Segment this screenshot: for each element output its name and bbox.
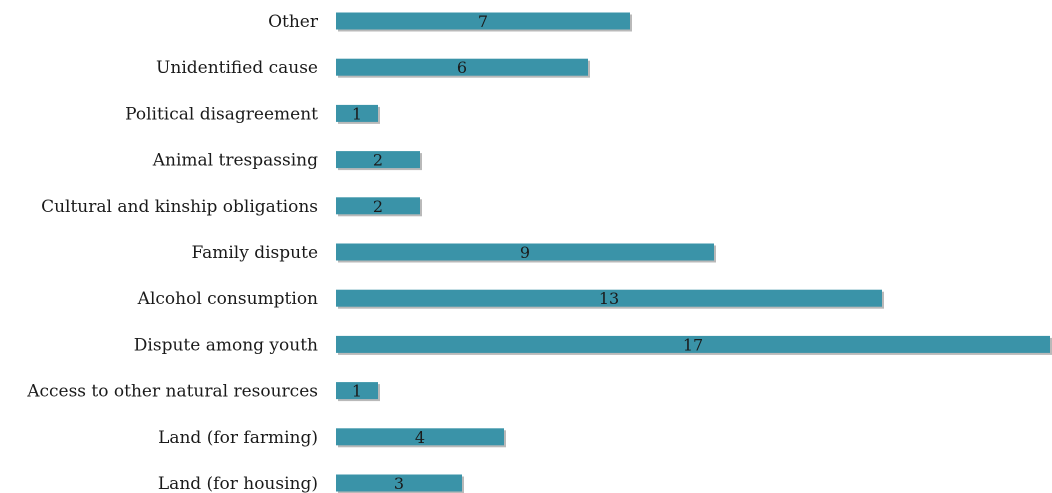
bar-value-label: 7: [478, 12, 488, 31]
bar: [336, 151, 420, 169]
category-label: Other: [268, 12, 319, 32]
bar-value-label: 1: [352, 104, 362, 123]
bar-value-label: 6: [457, 58, 467, 77]
bar: [336, 382, 378, 400]
category-label: Animal trespassing: [152, 151, 318, 171]
bar: [336, 474, 462, 492]
bar-value-label: 13: [599, 289, 619, 308]
bar: [336, 428, 504, 446]
category-label: Land (for housing): [158, 474, 318, 493]
bar: [336, 104, 378, 122]
category-label: Land (for farming): [158, 428, 318, 448]
bar: [336, 335, 1050, 353]
bar: [336, 197, 420, 215]
category-label: Alcohol consumption: [137, 289, 318, 309]
category-labels: Other Unidentified cause Political disagre…: [26, 12, 319, 493]
category-label: Political disagreement: [125, 104, 318, 124]
category-label: Dispute among youth: [134, 335, 318, 355]
bar: [336, 289, 882, 307]
category-label: Cultural and kinship obligations: [41, 197, 318, 217]
category-label: Unidentified cause: [156, 58, 318, 78]
bar-value-label: 17: [683, 335, 703, 354]
bar-value-label: 4: [415, 428, 425, 447]
bar-value-label: 3: [394, 474, 404, 493]
category-label: Family dispute: [191, 243, 318, 263]
bar: [336, 243, 714, 261]
bar-value-label: 2: [373, 197, 383, 216]
category-label: Access to other natural resources: [26, 382, 318, 402]
bar: [336, 12, 630, 30]
bar-value-label: 9: [520, 243, 530, 262]
bars-layer: 7 6 1 2 2 9 13 17 1 4 3: [336, 12, 1052, 493]
bar: [336, 58, 588, 76]
bar-value-label: 2: [373, 151, 383, 170]
bar-value-label: 1: [352, 382, 362, 401]
